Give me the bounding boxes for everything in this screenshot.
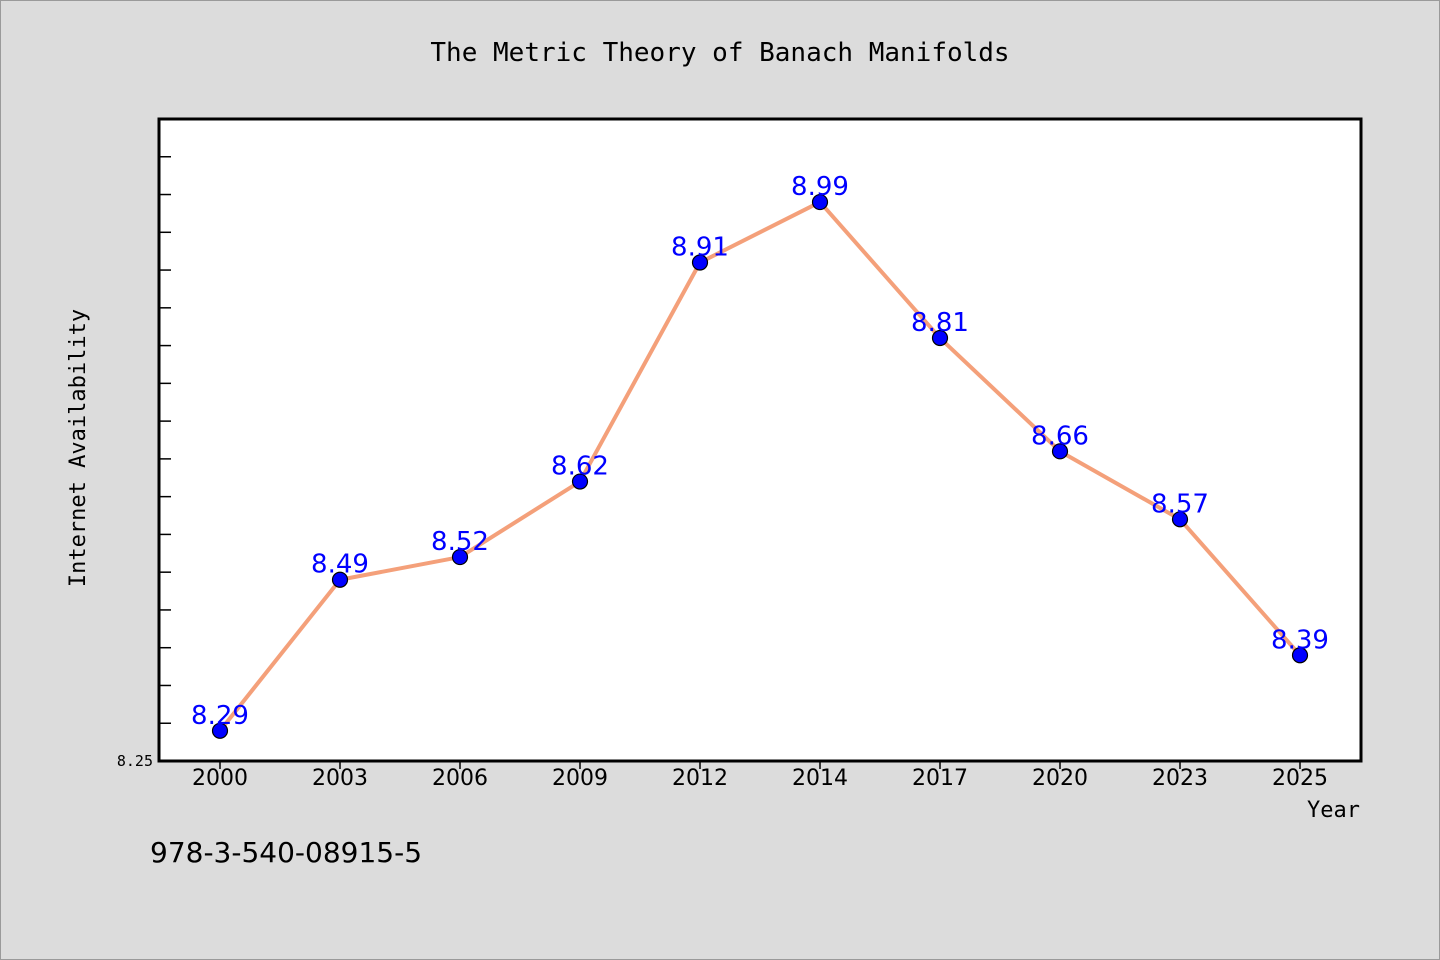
data-label: 8.57 [1151, 489, 1209, 519]
plot-area [159, 119, 1361, 761]
plot-frame [157, 117, 1363, 763]
series-markers [211, 193, 1309, 739]
x-tick-label: 2020 [1032, 766, 1088, 791]
data-point [1291, 647, 1309, 664]
data-point [691, 254, 709, 271]
x-tick-label: 2014 [792, 766, 848, 791]
x-axis-tick-labels: 2000 2003 2006 2009 2012 2014 2017 2020 2023 2025 [192, 766, 1328, 791]
data-label: 8.91 [671, 233, 729, 263]
data-point [1171, 511, 1189, 528]
data-label: 8.81 [911, 308, 969, 338]
isbn-footer: 978-3-540-08915-5 [150, 836, 422, 869]
series-data-labels: 8.29 8.49 8.52 8.62 8.91 8.99 8.81 8.66 8.57 8.39 [191, 172, 1329, 731]
y-axis-title: Internet Availability [66, 309, 91, 587]
data-label: 8.66 [1031, 421, 1089, 451]
x-tick-label: 2023 [1152, 766, 1208, 791]
data-point [331, 571, 349, 588]
x-tick-label: 2017 [912, 766, 968, 791]
data-label: 8.62 [551, 452, 609, 482]
x-tick-label: 2000 [192, 766, 248, 791]
x-tick-label: 2012 [672, 766, 728, 791]
data-point [811, 193, 829, 211]
data-label: 8.52 [431, 527, 489, 557]
x-tick-label: 2009 [552, 766, 608, 791]
chart-title: The Metric Theory of Banach Manifolds [430, 38, 1009, 68]
data-label: 8.49 [311, 550, 369, 580]
data-point [451, 548, 469, 566]
data-label: 8.39 [1271, 625, 1329, 655]
y-axis-minor-ticks [159, 156, 171, 724]
x-tick-label: 2006 [432, 766, 488, 791]
data-point [211, 722, 229, 739]
series-line [218, 200, 1302, 733]
x-tick-label: 2003 [312, 766, 368, 791]
x-tick-label: 2025 [1272, 766, 1328, 791]
x-axis-title: Year [1307, 798, 1360, 823]
data-point [931, 329, 949, 347]
data-label: 8.29 [191, 701, 249, 731]
data-point [1051, 443, 1069, 460]
y-tick-label: 8.25 [117, 752, 153, 770]
data-label: 8.99 [791, 172, 849, 202]
y-axis-tick-labels: 8.25 [117, 752, 153, 770]
data-point [571, 473, 589, 490]
